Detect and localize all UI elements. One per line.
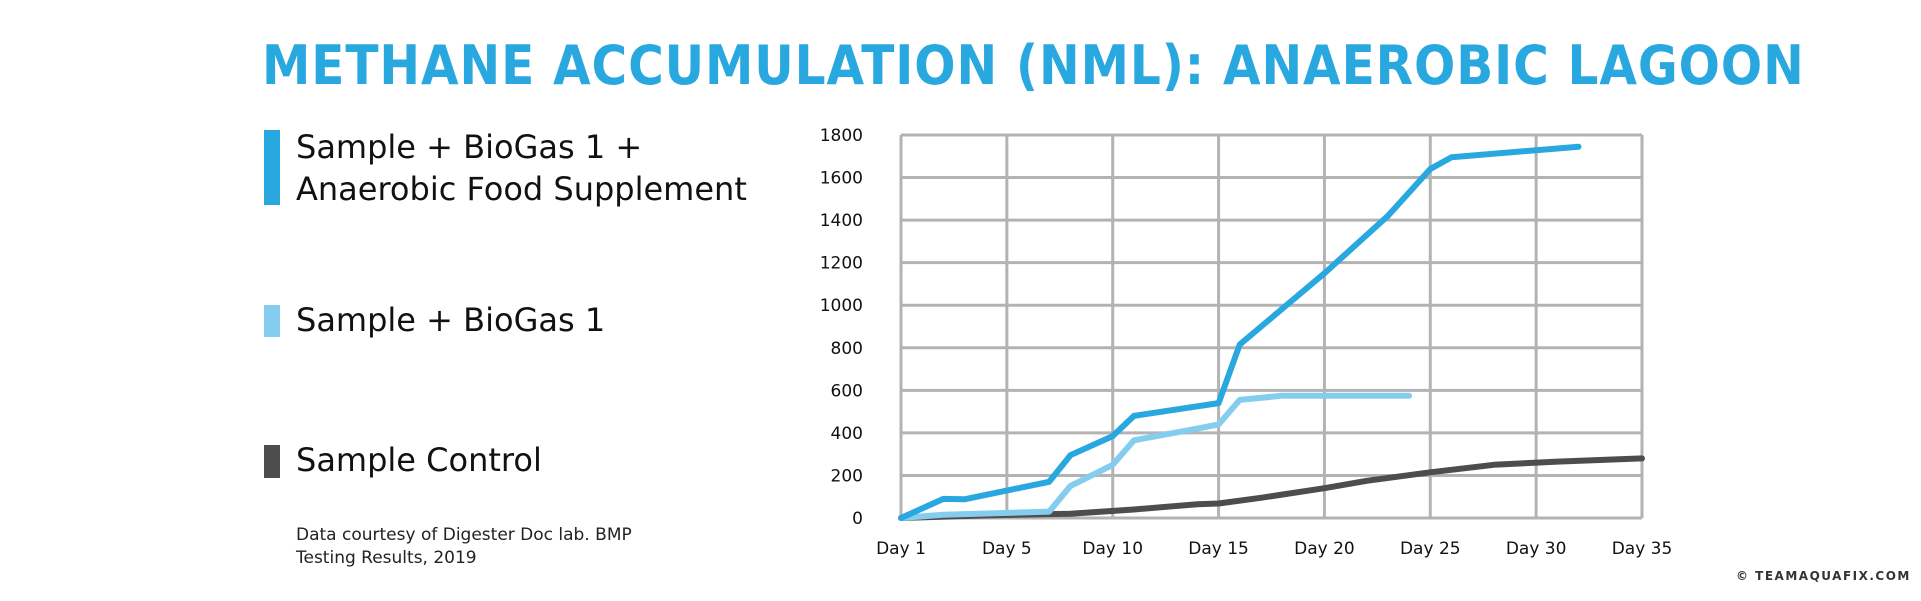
y-tick-label: 1800 <box>820 126 863 146</box>
y-tick-label: 600 <box>831 381 863 401</box>
legend-swatch-biogas <box>264 305 280 337</box>
y-tick-label: 1200 <box>820 254 863 274</box>
x-tick-label: Day 30 <box>1506 539 1567 559</box>
x-tick-label: Day 25 <box>1400 539 1461 559</box>
chart-grid <box>899 133 1644 520</box>
y-tick-label: 1400 <box>820 211 863 231</box>
y-tick-label: 1000 <box>820 296 863 316</box>
y-axis-ticks: 0 200 400 600 800 1000 1200 1400 1600 1800 <box>820 126 863 529</box>
y-tick-label: 1600 <box>820 169 863 189</box>
x-tick-label: Day 10 <box>1082 539 1143 559</box>
y-tick-label: 800 <box>831 339 863 359</box>
x-tick-label: Day 15 <box>1188 539 1249 559</box>
legend-swatch-control <box>264 445 280 478</box>
y-tick-label: 400 <box>831 424 863 444</box>
x-tick-label: Day 5 <box>982 539 1032 559</box>
x-tick-label: Day 1 <box>876 539 926 559</box>
series-line-2 <box>898 455 1645 521</box>
chart-series <box>898 143 1645 521</box>
series-line-0 <box>898 143 1582 521</box>
x-axis-ticks: Day 1 Day 5 Day 10 Day 15 Day 20 Day 25 Day 30… <box>876 539 1672 559</box>
series-line-1 <box>898 392 1413 521</box>
legend-label-supplement-line2: Anaerobic Food Supplement <box>296 170 747 208</box>
chart-title: METHANE ACCUMULATION (NML): ANAEROBIC LA… <box>262 34 1805 97</box>
legend-swatch-supplement <box>264 130 280 205</box>
data-source-note: Data courtesy of Digester Doc lab. BMP T… <box>296 525 632 568</box>
y-tick-label: 200 <box>831 466 863 486</box>
x-tick-label: Day 20 <box>1294 539 1355 559</box>
legend-label-supplement-line1: Sample + BioGas 1 + <box>296 128 643 166</box>
copyright-credit: © TEAMAQUAFIX.COM <box>1736 569 1911 583</box>
legend-label-control: Sample Control <box>296 441 542 479</box>
legend-label-biogas: Sample + BioGas 1 <box>296 301 606 339</box>
y-tick-label: 0 <box>852 509 863 529</box>
x-tick-label: Day 35 <box>1612 539 1673 559</box>
